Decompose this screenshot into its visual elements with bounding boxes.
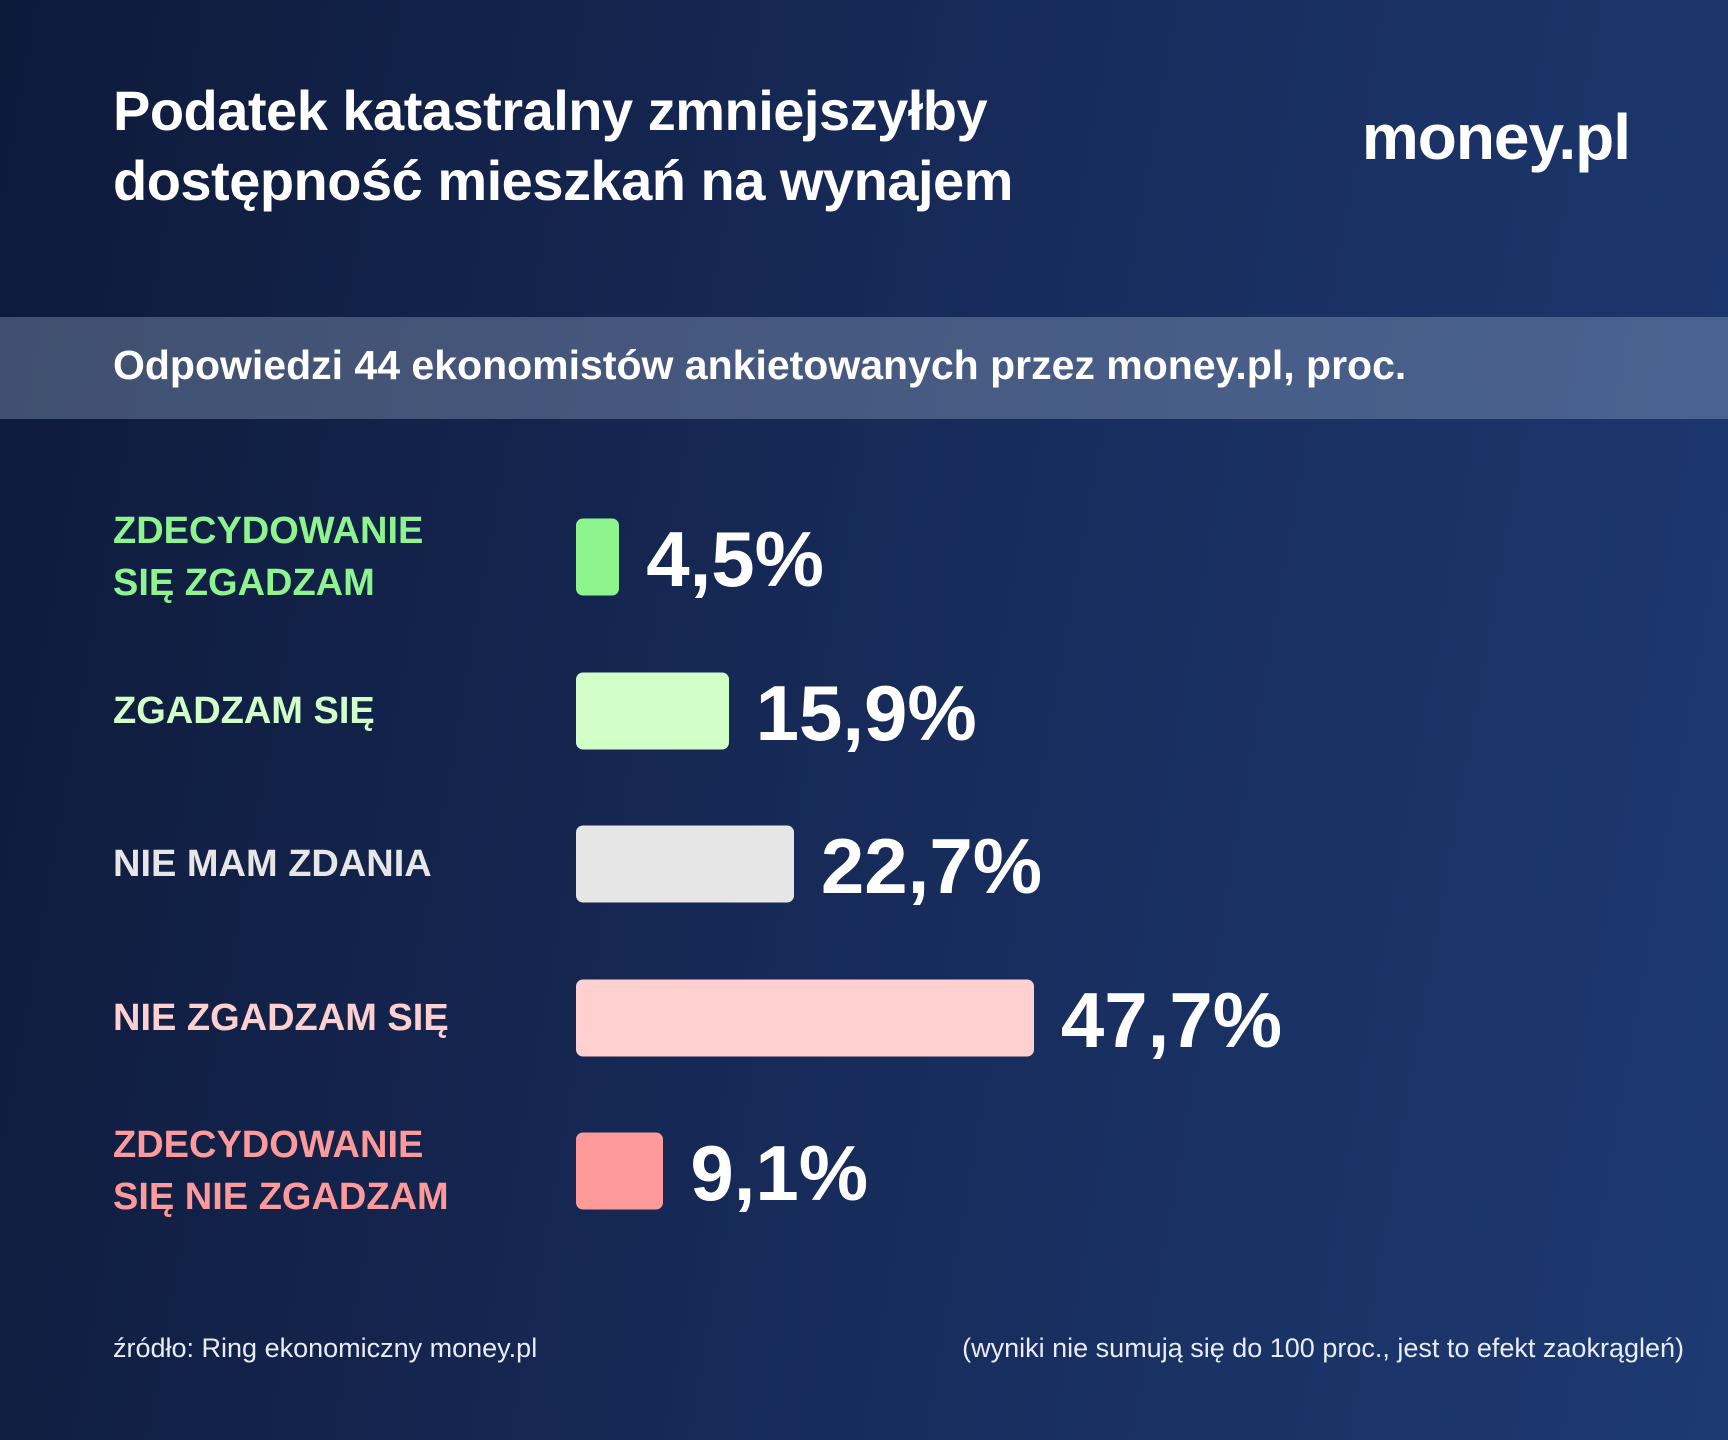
note: (wyniki nie sumują się do 100 proc., jes… bbox=[962, 1333, 1684, 1363]
value-label: 4,5% bbox=[646, 515, 824, 603]
bar bbox=[576, 672, 729, 749]
category-label: NIE ZGADZAM SIĘ bbox=[113, 996, 449, 1039]
source: źródło: Ring ekonomiczny money.pl bbox=[113, 1333, 538, 1363]
category-label: ZDECYDOWANIE SIĘ ZGADZAM bbox=[113, 510, 424, 604]
category-label: NIE MAM ZDANIA bbox=[113, 843, 432, 885]
category-label: ZGADZAM SIĘ bbox=[113, 689, 375, 732]
value-label: 9,1% bbox=[690, 1129, 869, 1217]
category-label: ZDECYDOWANIE SIĘ NIE ZGADZAM bbox=[113, 1124, 449, 1218]
chart-title: Podatek katastralny zmniejszyłby dostępn… bbox=[113, 79, 1013, 212]
subtitle-band bbox=[0, 317, 1728, 419]
bar bbox=[576, 979, 1034, 1056]
chart-subtitle: Odpowiedzi 44 ekonomistów ankietowanych … bbox=[113, 342, 1407, 388]
logo: money.pl bbox=[1361, 101, 1631, 173]
value-label: 22,7% bbox=[820, 822, 1043, 910]
value-label: 47,7% bbox=[1060, 975, 1283, 1064]
bar bbox=[576, 518, 620, 596]
bar bbox=[576, 1132, 664, 1210]
bar bbox=[576, 825, 794, 903]
value-label: 15,9% bbox=[755, 668, 977, 757]
